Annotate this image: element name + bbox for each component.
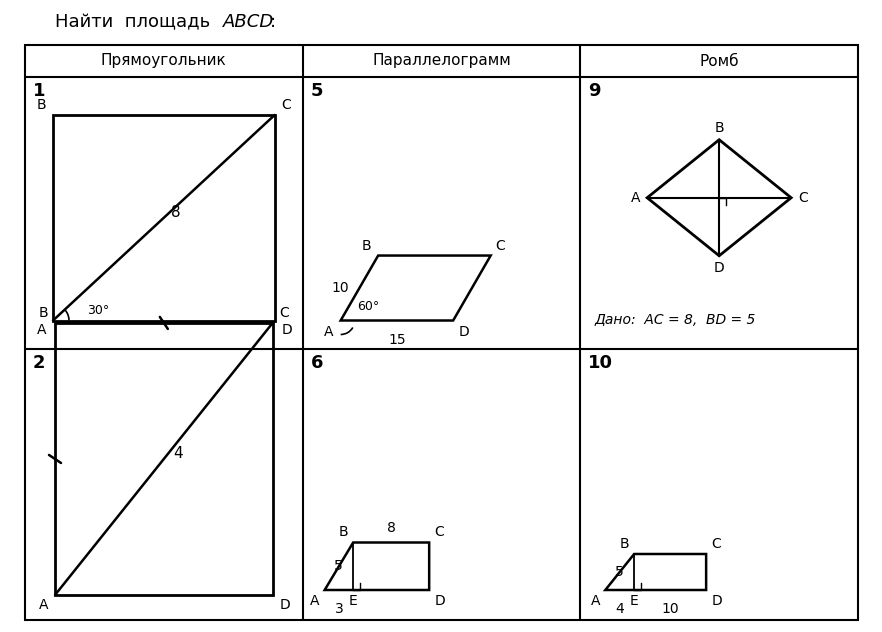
Text: Найти  площадь: Найти площадь (55, 13, 221, 31)
Text: A: A (310, 594, 319, 608)
Text: 4: 4 (616, 602, 624, 616)
Text: E: E (630, 594, 639, 608)
Text: 6: 6 (310, 353, 323, 372)
Text: A: A (325, 324, 333, 339)
Text: B: B (714, 121, 724, 135)
Text: B: B (36, 98, 46, 112)
Text: D: D (458, 324, 469, 339)
Text: D: D (434, 594, 445, 608)
Text: 5: 5 (334, 559, 343, 573)
Text: 9: 9 (588, 82, 601, 100)
Text: 8: 8 (386, 521, 396, 535)
Text: A: A (36, 324, 46, 337)
Text: 2: 2 (33, 353, 46, 372)
Text: 5: 5 (310, 82, 323, 100)
Text: 15: 15 (388, 334, 406, 348)
Text: D: D (711, 594, 721, 608)
Text: Ромб: Ромб (699, 54, 739, 68)
Text: C: C (496, 238, 505, 253)
Text: Прямоугольник: Прямоугольник (101, 54, 227, 68)
Text: B: B (39, 306, 48, 320)
Text: 10: 10 (662, 602, 679, 616)
Text: A: A (631, 191, 640, 205)
Text: 5: 5 (616, 565, 624, 579)
Text: E: E (348, 594, 357, 608)
Text: 30°: 30° (87, 304, 109, 317)
Text: D: D (714, 261, 724, 275)
Text: A: A (39, 598, 48, 612)
Text: Параллелограмм: Параллелограмм (372, 54, 511, 68)
Text: ABCD: ABCD (223, 13, 274, 31)
Text: 10: 10 (332, 281, 349, 295)
Text: D: D (280, 598, 290, 612)
Text: 60°: 60° (356, 300, 379, 313)
Text: C: C (798, 191, 808, 205)
Text: Дано:  AC = 8,  BD = 5: Дано: AC = 8, BD = 5 (594, 313, 756, 327)
Text: B: B (362, 238, 371, 253)
Text: 8: 8 (171, 205, 181, 220)
Text: C: C (281, 98, 291, 112)
Text: :: : (270, 13, 276, 31)
Text: D: D (281, 324, 293, 337)
Text: 1: 1 (33, 82, 46, 100)
Text: B: B (619, 537, 629, 551)
Text: C: C (434, 525, 444, 540)
Text: C: C (280, 306, 289, 320)
Text: A: A (591, 594, 601, 608)
Text: 4: 4 (173, 446, 183, 461)
Text: 10: 10 (588, 353, 613, 372)
Text: C: C (711, 537, 721, 551)
Text: B: B (339, 525, 348, 540)
Text: 3: 3 (334, 602, 343, 616)
